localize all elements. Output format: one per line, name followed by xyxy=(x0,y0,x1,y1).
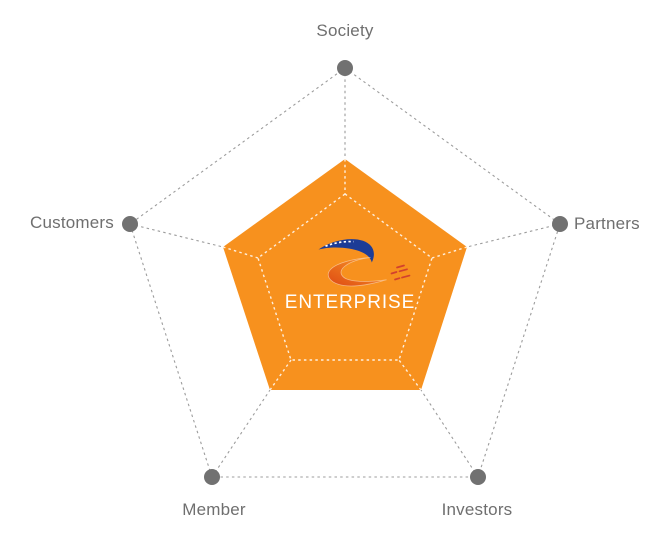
logo-blue-swoosh xyxy=(318,239,374,263)
inner-spokes xyxy=(222,159,468,391)
inner-spoke-right xyxy=(431,246,468,259)
inner-pentagon-grid xyxy=(257,193,433,361)
node-label-member: Member xyxy=(182,500,246,519)
node-label-customers: Customers xyxy=(30,213,114,232)
spoke-customers xyxy=(129,223,224,248)
spoke-partners xyxy=(466,223,561,248)
outer-pentagon-grid xyxy=(129,67,561,478)
inner-spoke-bottom-right xyxy=(398,359,422,391)
inner-spoke-bottom-left xyxy=(269,359,292,391)
node-dot-investors xyxy=(470,469,486,485)
logo-speed-marks xyxy=(390,264,411,281)
node-label-partners: Partners xyxy=(574,214,640,233)
node-dots xyxy=(122,60,568,485)
enterprise-center-label: ENTERPRISE xyxy=(284,292,416,313)
enterprise-logo-icon xyxy=(318,239,411,287)
node-label-investors: Investors xyxy=(441,500,513,519)
enterprise-pentagon xyxy=(223,159,467,390)
node-label-society: Society xyxy=(316,21,374,40)
logo-tick-marks xyxy=(325,240,354,247)
node-dot-partners xyxy=(552,216,568,232)
logo-orange-swoosh xyxy=(327,257,387,287)
node-dot-society xyxy=(337,60,353,76)
spoke-investors xyxy=(420,389,479,478)
node-dot-customers xyxy=(122,216,138,232)
inner-spoke-left xyxy=(222,246,259,259)
grid-spokes xyxy=(129,68,561,478)
spoke-member xyxy=(211,389,271,478)
node-dot-member xyxy=(204,469,220,485)
